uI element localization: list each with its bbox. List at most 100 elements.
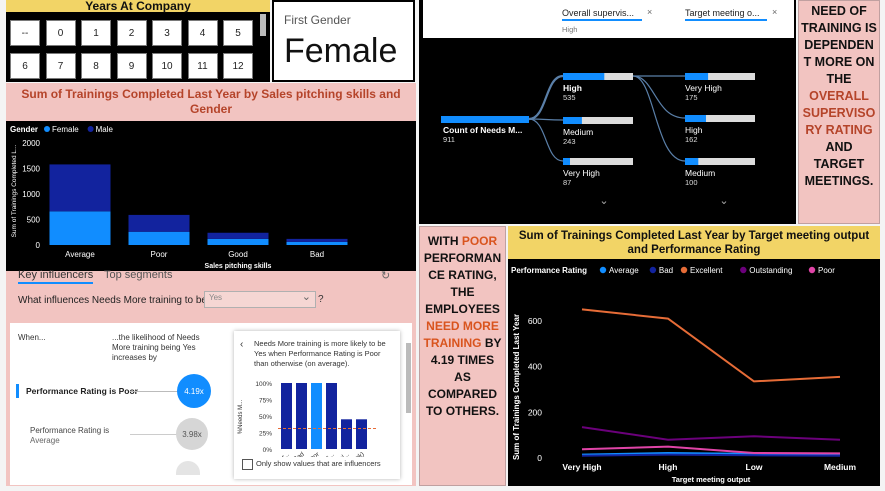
tree-level1-2-label: Very High — [563, 168, 600, 178]
close-icon[interactable]: × — [772, 7, 778, 17]
year-option-11[interactable]: 11 — [187, 53, 218, 79]
mini-y-tick: 25% — [259, 431, 272, 438]
tab-top-segments[interactable]: Top segments — [104, 269, 173, 281]
influencer-scrollbar[interactable] — [406, 343, 411, 413]
legend-item-female[interactable]: Female — [52, 125, 79, 134]
influencer-row-1[interactable]: Performance Rating is Poor — [26, 386, 138, 396]
x-tick-label: Very High — [562, 462, 601, 472]
note-text-segment: NEED OF TRAINING IS DEPENDEN T MORE ON T… — [801, 4, 877, 86]
detail-mini-chart: %Needs M... 100% 75% 50% 25% 0%Aver...BadPoor… — [238, 381, 376, 457]
legend-marker — [599, 266, 607, 274]
close-icon[interactable]: × — [647, 7, 653, 17]
influencer-target-dropdown[interactable]: Yes ⌄ — [204, 291, 316, 308]
y-tick-label: 600 — [528, 316, 542, 326]
mini-x-tick: Outs... — [316, 451, 336, 457]
tree-level2-0-bar[interactable] — [685, 73, 709, 80]
influencer-row-2[interactable]: Performance Rating is — [30, 426, 110, 435]
expand-chevron-icon[interactable]: ⌄ — [599, 195, 608, 207]
checkbox[interactable] — [242, 459, 253, 470]
tree-level2-2-bar[interactable] — [685, 158, 699, 165]
bar-male-good[interactable] — [207, 232, 269, 239]
series-line-outstanding[interactable] — [581, 426, 841, 441]
legend-marker — [87, 126, 94, 132]
year-option-7[interactable]: 7 — [45, 53, 76, 79]
year-option-12[interactable]: 12 — [223, 53, 253, 79]
bar-female-good[interactable] — [207, 238, 269, 245]
influencer-bubble-2[interactable]: 3.98x — [176, 418, 208, 450]
year-option-6[interactable]: 6 — [10, 53, 40, 79]
year-option-3[interactable]: 3 — [152, 20, 182, 46]
year-option-5[interactable]: 5 — [223, 20, 253, 46]
bar-male-bad[interactable] — [286, 238, 348, 242]
dropdown-value: Yes — [209, 293, 223, 302]
mini-bar-bad[interactable] — [296, 383, 307, 449]
expand-chevron-icon[interactable]: ⌄ — [719, 195, 728, 207]
year-option-8[interactable]: 8 — [81, 53, 111, 79]
tree-level1-2-track — [563, 158, 633, 165]
help-icon[interactable]: ? — [318, 294, 324, 305]
x-axis-label: Target meeting output — [672, 475, 751, 484]
tab-key-influencers[interactable]: Key influencers — [18, 269, 94, 284]
legend-item-poor[interactable]: Poor — [818, 266, 835, 275]
tree-root-bar[interactable] — [441, 116, 529, 123]
tree-chip-1-sub: High — [562, 25, 578, 34]
insight-note-2-text: WITH POOR PERFORMAN CE RATING, THE EMPLO… — [422, 233, 503, 420]
note-text-segment: NEED MORE TRAINING — [423, 319, 499, 350]
decomposition-tree: Overall supervis... × High Target meetin… — [419, 0, 796, 224]
mini-bar-outs[interactable] — [326, 383, 337, 449]
x-tick-label: Poor — [151, 250, 168, 259]
years-slicer-scrollbar[interactable] — [260, 14, 266, 36]
mini-bar-excel[interactable] — [341, 419, 352, 449]
tree-level1-2-value: 87 — [563, 178, 571, 187]
bar-female-average[interactable] — [49, 211, 111, 245]
year-option-2[interactable]: 2 — [116, 20, 147, 46]
tree-level1-0-value: 535 — [563, 93, 576, 102]
year-option-4[interactable]: 4 — [187, 20, 218, 46]
x-tick-label: Bad — [310, 250, 324, 259]
mini-bar-poor[interactable] — [311, 383, 322, 449]
tree-chip-2[interactable]: Target meeting o... — [685, 8, 767, 21]
legend-item-male[interactable]: Male — [96, 125, 114, 134]
year-option---[interactable]: -- — [10, 20, 40, 46]
year-option-10[interactable]: 10 — [152, 53, 182, 79]
back-chevron-icon[interactable]: ‹ — [240, 339, 244, 350]
year-option-9[interactable]: 9 — [116, 53, 147, 79]
bar-male-poor[interactable] — [128, 214, 190, 232]
tree-header: Overall supervis... × High Target meetin… — [423, 0, 794, 38]
tree-level1-1-value: 243 — [563, 137, 576, 146]
legend-item-excellent[interactable]: Excellent — [690, 266, 723, 275]
mini-y-tick: 0% — [263, 447, 273, 454]
legend-item-average[interactable]: Average — [609, 266, 639, 275]
tree-level2-2-label: Medium — [685, 168, 715, 178]
series-line-poor[interactable] — [581, 445, 841, 455]
bar-male-average[interactable] — [49, 164, 111, 212]
legend-item-bad[interactable]: Bad — [659, 266, 673, 275]
year-option-0[interactable]: 0 — [45, 20, 76, 46]
tree-level1-2-bar[interactable] — [563, 158, 570, 165]
tree-chip-1[interactable]: Overall supervis... — [562, 8, 642, 21]
series-line-excellent[interactable] — [581, 308, 841, 383]
bar-female-bad[interactable] — [286, 241, 348, 245]
mini-y-tick: 75% — [259, 398, 272, 405]
series-line-bad[interactable] — [581, 453, 841, 457]
influencer-bubble-1[interactable]: 4.19x — [177, 374, 211, 408]
tree-level2-1-bar[interactable] — [685, 115, 706, 122]
influencer-body: When... ...the likelihood of Needs More … — [10, 323, 412, 485]
tree-level1-0-bar[interactable] — [563, 73, 605, 80]
tree-level1-1-bar[interactable] — [563, 117, 582, 124]
legend-marker — [649, 266, 657, 274]
y-tick-label: 1000 — [22, 190, 40, 199]
mini-x-tick: Bad — [292, 451, 306, 457]
tree-level2-2-value: 100 — [685, 178, 698, 187]
y-axis-label: Sum of Trainings Completed L... — [11, 144, 18, 237]
y-axis-label: Sum of Trainings Completed Last Year — [512, 314, 521, 460]
x-axis-label: Sales pitching skills — [205, 263, 272, 270]
legend-item-outstanding[interactable]: Outstanding — [749, 266, 792, 275]
mini-bar-aver[interactable] — [281, 383, 292, 449]
refresh-icon[interactable]: ↻ — [381, 270, 391, 282]
first-gender-card: First Gender Female — [272, 0, 415, 82]
bar-female-poor[interactable] — [128, 231, 190, 245]
mini-bar-blank[interactable] — [356, 419, 367, 449]
year-option-1[interactable]: 1 — [81, 20, 111, 46]
note-text-segment: PERFORMAN CE RATING, THE EMPLOYEES — [423, 251, 502, 316]
